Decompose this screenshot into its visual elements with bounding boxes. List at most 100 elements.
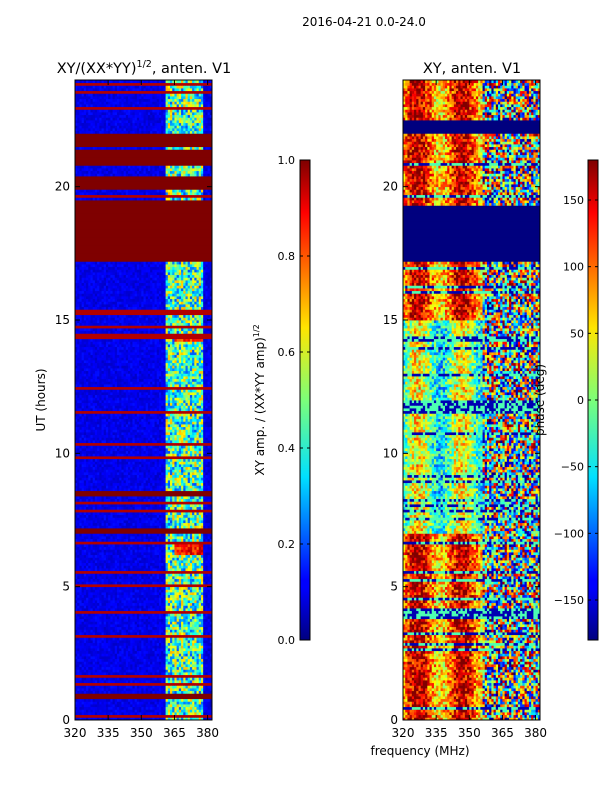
amplitude-cell bbox=[132, 632, 135, 636]
amplitude-cell bbox=[176, 629, 180, 633]
amplitude-cell bbox=[134, 661, 138, 665]
amplitude-cell bbox=[77, 557, 80, 561]
amplitude-cell bbox=[77, 618, 80, 622]
amplitude-cell bbox=[108, 498, 111, 502]
amplitude-cell bbox=[156, 704, 160, 708]
amplitude-title-exponent: 1/2 bbox=[137, 59, 152, 70]
amplitude-cell bbox=[161, 568, 164, 572]
amplitude-cell bbox=[176, 589, 180, 593]
amplitude-cell bbox=[83, 546, 87, 550]
amplitude-cell bbox=[178, 557, 182, 561]
amplitude-cell bbox=[145, 605, 149, 609]
amplitude-cell bbox=[99, 525, 102, 529]
amplitude-cell bbox=[110, 626, 113, 630]
amplitude-cell bbox=[141, 618, 144, 622]
amplitude-cell bbox=[105, 592, 109, 596]
amplitude-cell bbox=[116, 610, 120, 614]
amplitude-cell bbox=[163, 552, 166, 556]
amplitude-cell bbox=[178, 549, 182, 553]
amplitude-cell bbox=[192, 637, 195, 641]
amplitude-cell bbox=[81, 661, 85, 665]
amplitude-cell bbox=[77, 509, 80, 513]
amplitude-cell bbox=[176, 682, 180, 686]
amplitude-cell bbox=[143, 608, 147, 612]
amplitude-cell bbox=[147, 584, 151, 588]
amplitude-cell bbox=[150, 650, 153, 654]
amplitude-cell bbox=[105, 589, 109, 593]
amplitude-cell bbox=[189, 624, 193, 628]
amplitude-cell bbox=[88, 541, 91, 545]
amplitude-cell bbox=[143, 568, 147, 572]
amplitude-cell bbox=[156, 650, 160, 654]
amplitude-cell bbox=[145, 584, 149, 588]
amplitude-cell bbox=[145, 594, 149, 598]
amplitude-cell bbox=[134, 541, 138, 545]
amplitude-cell bbox=[178, 597, 182, 601]
amplitude-cell bbox=[94, 592, 98, 596]
amplitude-cell bbox=[167, 701, 171, 705]
amplitude-cell bbox=[101, 712, 105, 716]
amplitude-cell bbox=[110, 608, 113, 612]
amplitude-cell bbox=[81, 512, 85, 516]
amplitude-cell bbox=[143, 645, 147, 649]
amplitude-cell bbox=[103, 506, 107, 510]
amplitude-cell bbox=[209, 706, 212, 710]
amplitude-cell bbox=[163, 616, 166, 620]
amplitude-cell bbox=[183, 568, 186, 572]
amplitude-cell bbox=[103, 648, 107, 652]
amplitude-cell bbox=[75, 581, 78, 585]
amplitude-cell bbox=[143, 677, 147, 681]
amplitude-cell bbox=[75, 698, 78, 702]
amplitude-cell bbox=[103, 637, 107, 641]
amplitude-cell bbox=[185, 653, 188, 657]
amplitude-cell bbox=[187, 717, 191, 720]
amplitude-cell bbox=[150, 610, 153, 614]
amplitude-cell bbox=[136, 506, 140, 510]
amplitude-cell bbox=[134, 600, 138, 604]
amplitude-cell bbox=[110, 488, 113, 492]
amplitude-cell bbox=[92, 690, 96, 694]
amplitude-cell bbox=[174, 565, 177, 569]
amplitude-cell bbox=[163, 573, 166, 577]
amplitude-cell bbox=[154, 642, 158, 646]
amplitude-cell bbox=[187, 522, 191, 526]
amplitude-cell bbox=[176, 704, 180, 708]
amplitude-cell bbox=[101, 616, 105, 620]
amplitude-cell bbox=[185, 509, 188, 513]
amplitude-cell bbox=[143, 632, 147, 636]
amplitude-cell bbox=[105, 645, 109, 649]
amplitude-cell bbox=[139, 605, 142, 609]
amplitude-cell bbox=[94, 600, 98, 604]
amplitude-cell bbox=[209, 680, 212, 684]
amplitude-cell bbox=[121, 688, 124, 692]
amplitude-cell bbox=[205, 541, 208, 545]
amplitude-cell bbox=[94, 552, 98, 556]
amplitude-cell bbox=[134, 656, 138, 660]
amplitude-cell bbox=[86, 610, 89, 614]
amplitude-cell bbox=[203, 512, 206, 516]
amplitude-cell bbox=[200, 557, 204, 561]
amplitude-cell bbox=[156, 634, 160, 638]
amplitude-cell bbox=[86, 669, 89, 673]
amplitude-cell bbox=[86, 714, 89, 718]
amplitude-cell bbox=[92, 594, 96, 598]
amplitude-cell bbox=[192, 640, 195, 644]
amplitude-cell bbox=[165, 661, 169, 665]
amplitude-cell bbox=[172, 661, 175, 665]
amplitude-cell bbox=[101, 650, 105, 654]
amplitude-cell bbox=[145, 680, 149, 684]
amplitude-cell bbox=[172, 648, 175, 652]
amplitude-cell bbox=[170, 512, 173, 516]
amplitude-cell bbox=[99, 560, 102, 564]
amplitude-cell bbox=[108, 541, 111, 545]
amplitude-cell bbox=[152, 664, 155, 668]
amplitude-cell bbox=[136, 514, 140, 518]
amplitude-cell bbox=[158, 637, 162, 641]
amplitude-cell bbox=[196, 653, 200, 657]
amplitude-cell bbox=[174, 621, 177, 625]
amplitude-cell bbox=[187, 504, 191, 508]
amplitude-cell bbox=[128, 517, 131, 521]
amplitude-cell bbox=[108, 680, 111, 684]
amplitude-cell bbox=[103, 498, 107, 502]
amplitude-cell bbox=[81, 712, 85, 716]
